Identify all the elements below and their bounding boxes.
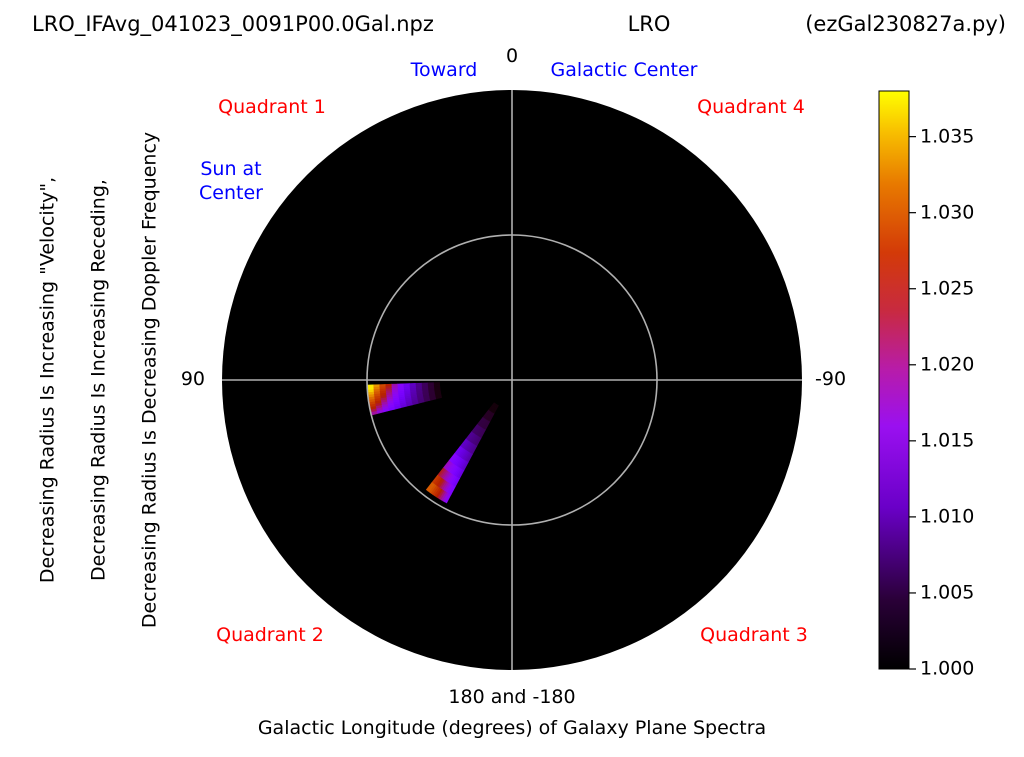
y-axis-title-line3: Decreasing Radius Is Decreasing Doppler … [138, 131, 161, 629]
quadrant-4-label: Quadrant 4 [697, 96, 805, 118]
colorbar-tick-label: 1.015 [920, 429, 975, 452]
quadrant-2-label: Quadrant 2 [216, 624, 324, 646]
header-filename: LRO_IFAvg_041023_0091P00.0Gal.npz [32, 12, 434, 36]
sun-label-line1: Sun at [200, 158, 262, 180]
heatmap-features [366, 382, 499, 504]
colorbar-tick-label: 1.020 [920, 353, 975, 376]
colorbar [878, 90, 910, 670]
heatmap-cell [444, 493, 452, 504]
colorbar-tick-label: 1.010 [920, 505, 975, 528]
axis-top-label: 0 [505, 45, 519, 67]
reference-circle [366, 234, 658, 526]
y-axis-title-line2: Decreasing Radius Is Increasing Receding… [87, 179, 110, 581]
colorbar-tick-label: 1.030 [920, 201, 975, 224]
x-axis-title: Galactic Longitude (degrees) of Galaxy P… [257, 717, 767, 739]
colorbar-tick-label: 1.025 [920, 277, 975, 300]
colorbar-tick-label: 1.005 [920, 581, 975, 604]
galactic-center-label: Galactic Center [550, 59, 698, 81]
colorbar-ticks [909, 136, 916, 670]
quadrant-3-label: Quadrant 3 [700, 624, 808, 646]
colorbar-tick-label: 1.035 [920, 125, 975, 148]
axis-right-label: -90 [815, 368, 847, 390]
colorbar-tick-label: 1.000 [920, 657, 975, 680]
axis-left-label: 90 [180, 368, 205, 390]
axis-bottom-label: 180 and -180 [448, 686, 576, 708]
sun-label-line2: Center [199, 182, 263, 204]
header-site: LRO [627, 12, 671, 36]
toward-label: Toward [410, 59, 478, 81]
quadrant-1-label: Quadrant 1 [218, 96, 326, 118]
header-script: (ezGal230827a.py) [805, 12, 1006, 36]
y-axis-title-line1: Decreasing Radius Is Increasing "Velocit… [36, 176, 59, 584]
